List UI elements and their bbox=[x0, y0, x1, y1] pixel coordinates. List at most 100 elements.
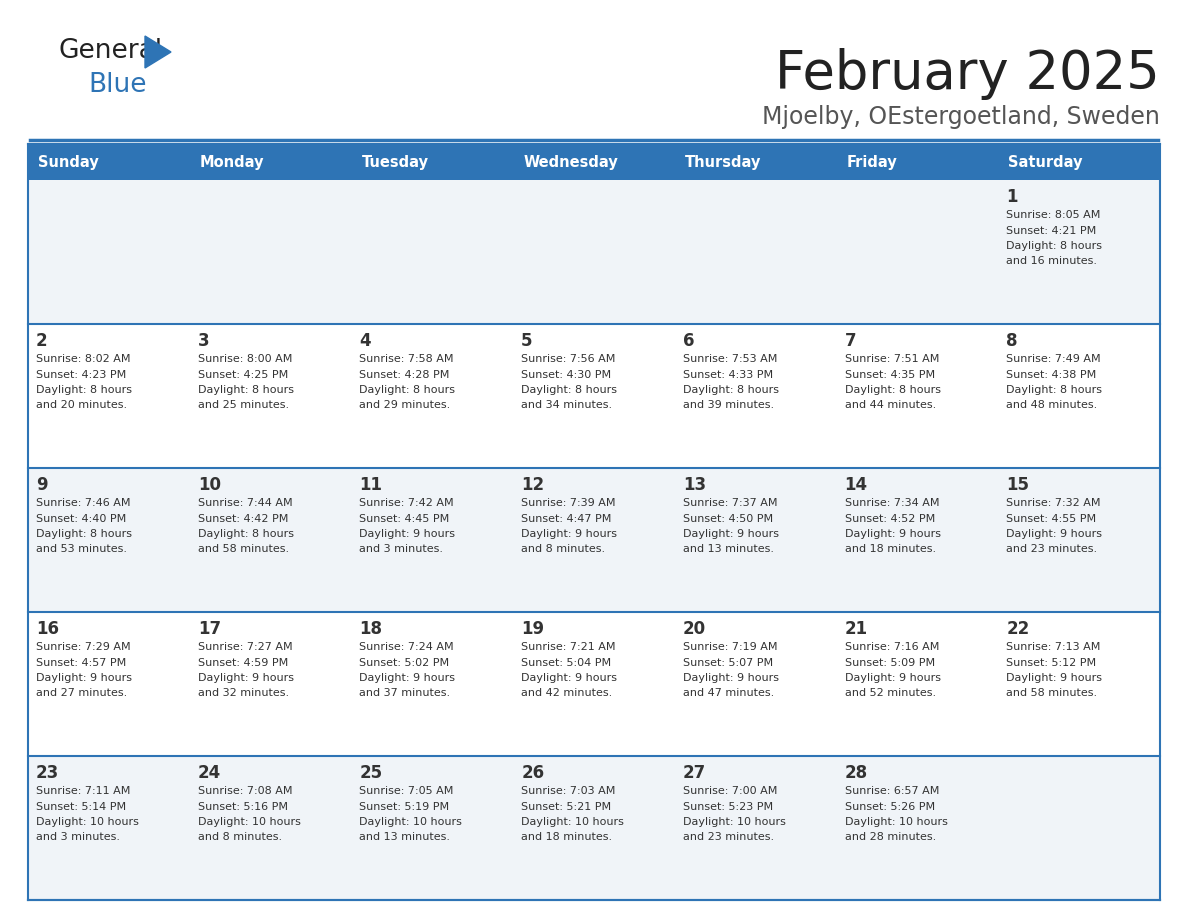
Text: Sunset: 4:23 PM: Sunset: 4:23 PM bbox=[36, 370, 126, 379]
Text: Sunset: 5:21 PM: Sunset: 5:21 PM bbox=[522, 801, 612, 812]
Text: Sunrise: 7:16 AM: Sunrise: 7:16 AM bbox=[845, 642, 939, 652]
Text: Sunrise: 7:19 AM: Sunrise: 7:19 AM bbox=[683, 642, 777, 652]
Text: Sunset: 4:30 PM: Sunset: 4:30 PM bbox=[522, 370, 612, 379]
Text: and 28 minutes.: and 28 minutes. bbox=[845, 833, 936, 843]
Bar bbox=[190, 180, 352, 324]
Text: Mjoelby, OEstergoetland, Sweden: Mjoelby, OEstergoetland, Sweden bbox=[763, 105, 1159, 129]
Text: Daylight: 9 hours: Daylight: 9 hours bbox=[683, 529, 779, 539]
Text: Sunset: 5:12 PM: Sunset: 5:12 PM bbox=[1006, 657, 1097, 667]
Bar bbox=[998, 756, 1159, 900]
Text: Daylight: 9 hours: Daylight: 9 hours bbox=[1006, 529, 1102, 539]
Text: 24: 24 bbox=[197, 764, 221, 782]
Text: Blue: Blue bbox=[88, 72, 146, 98]
Text: Sunset: 5:04 PM: Sunset: 5:04 PM bbox=[522, 657, 612, 667]
Text: Sunrise: 7:44 AM: Sunrise: 7:44 AM bbox=[197, 498, 292, 508]
Text: Sunset: 5:02 PM: Sunset: 5:02 PM bbox=[360, 657, 449, 667]
Text: Sunset: 4:47 PM: Sunset: 4:47 PM bbox=[522, 513, 612, 523]
Bar bbox=[352, 612, 513, 756]
Bar bbox=[675, 324, 836, 468]
Text: and 23 minutes.: and 23 minutes. bbox=[683, 833, 775, 843]
Text: Daylight: 9 hours: Daylight: 9 hours bbox=[845, 673, 941, 683]
Text: February 2025: February 2025 bbox=[776, 48, 1159, 100]
Bar bbox=[190, 144, 352, 180]
Text: Sunrise: 8:05 AM: Sunrise: 8:05 AM bbox=[1006, 210, 1100, 220]
Text: Sunset: 4:52 PM: Sunset: 4:52 PM bbox=[845, 513, 935, 523]
Bar bbox=[513, 144, 675, 180]
Text: 25: 25 bbox=[360, 764, 383, 782]
Text: and 42 minutes.: and 42 minutes. bbox=[522, 688, 612, 699]
Bar bbox=[675, 468, 836, 612]
Bar bbox=[29, 180, 190, 324]
Text: and 39 minutes.: and 39 minutes. bbox=[683, 400, 775, 410]
Text: Sunrise: 7:08 AM: Sunrise: 7:08 AM bbox=[197, 786, 292, 796]
Text: Sunrise: 7:29 AM: Sunrise: 7:29 AM bbox=[36, 642, 131, 652]
Text: 8: 8 bbox=[1006, 332, 1018, 350]
Text: Wednesday: Wednesday bbox=[523, 154, 618, 170]
Text: and 29 minutes.: and 29 minutes. bbox=[360, 400, 450, 410]
Text: Thursday: Thursday bbox=[684, 154, 762, 170]
Text: Sunrise: 7:51 AM: Sunrise: 7:51 AM bbox=[845, 354, 939, 364]
Text: and 52 minutes.: and 52 minutes. bbox=[845, 688, 936, 699]
Text: Daylight: 9 hours: Daylight: 9 hours bbox=[845, 529, 941, 539]
Text: 23: 23 bbox=[36, 764, 59, 782]
Text: and 3 minutes.: and 3 minutes. bbox=[36, 833, 120, 843]
Text: 18: 18 bbox=[360, 620, 383, 638]
Text: Sunset: 5:23 PM: Sunset: 5:23 PM bbox=[683, 801, 773, 812]
Text: and 18 minutes.: and 18 minutes. bbox=[845, 544, 936, 554]
Text: 14: 14 bbox=[845, 476, 867, 494]
Bar bbox=[836, 180, 998, 324]
Text: Tuesday: Tuesday bbox=[361, 154, 429, 170]
Text: 9: 9 bbox=[36, 476, 48, 494]
Text: Sunrise: 7:21 AM: Sunrise: 7:21 AM bbox=[522, 642, 615, 652]
Text: and 18 minutes.: and 18 minutes. bbox=[522, 833, 612, 843]
Bar bbox=[29, 756, 190, 900]
Bar bbox=[998, 324, 1159, 468]
Text: 27: 27 bbox=[683, 764, 706, 782]
Polygon shape bbox=[145, 36, 171, 68]
Text: Sunrise: 7:58 AM: Sunrise: 7:58 AM bbox=[360, 354, 454, 364]
Text: Friday: Friday bbox=[847, 154, 897, 170]
Text: Sunrise: 7:27 AM: Sunrise: 7:27 AM bbox=[197, 642, 292, 652]
Text: Sunday: Sunday bbox=[38, 154, 99, 170]
Text: 17: 17 bbox=[197, 620, 221, 638]
Text: and 34 minutes.: and 34 minutes. bbox=[522, 400, 612, 410]
Text: and 13 minutes.: and 13 minutes. bbox=[360, 833, 450, 843]
Text: Sunrise: 8:00 AM: Sunrise: 8:00 AM bbox=[197, 354, 292, 364]
Text: Daylight: 10 hours: Daylight: 10 hours bbox=[197, 817, 301, 827]
Text: 3: 3 bbox=[197, 332, 209, 350]
Text: Sunset: 5:09 PM: Sunset: 5:09 PM bbox=[845, 657, 935, 667]
Text: Sunset: 4:21 PM: Sunset: 4:21 PM bbox=[1006, 226, 1097, 236]
Text: Daylight: 9 hours: Daylight: 9 hours bbox=[360, 529, 455, 539]
Text: and 48 minutes.: and 48 minutes. bbox=[1006, 400, 1098, 410]
Text: Sunrise: 7:32 AM: Sunrise: 7:32 AM bbox=[1006, 498, 1101, 508]
Bar bbox=[352, 144, 513, 180]
Text: 10: 10 bbox=[197, 476, 221, 494]
Text: and 13 minutes.: and 13 minutes. bbox=[683, 544, 773, 554]
Text: Sunrise: 7:34 AM: Sunrise: 7:34 AM bbox=[845, 498, 939, 508]
Text: Daylight: 8 hours: Daylight: 8 hours bbox=[1006, 385, 1102, 395]
Text: Sunset: 5:19 PM: Sunset: 5:19 PM bbox=[360, 801, 449, 812]
Text: Daylight: 9 hours: Daylight: 9 hours bbox=[197, 673, 293, 683]
Text: and 23 minutes.: and 23 minutes. bbox=[1006, 544, 1098, 554]
Bar bbox=[190, 612, 352, 756]
Text: Sunrise: 7:00 AM: Sunrise: 7:00 AM bbox=[683, 786, 777, 796]
Text: 20: 20 bbox=[683, 620, 706, 638]
Text: General: General bbox=[58, 38, 162, 64]
Text: 13: 13 bbox=[683, 476, 706, 494]
Text: Sunrise: 7:24 AM: Sunrise: 7:24 AM bbox=[360, 642, 454, 652]
Text: 2: 2 bbox=[36, 332, 48, 350]
Text: Sunrise: 7:37 AM: Sunrise: 7:37 AM bbox=[683, 498, 777, 508]
Bar bbox=[190, 468, 352, 612]
Bar bbox=[513, 180, 675, 324]
Text: 1: 1 bbox=[1006, 188, 1018, 206]
Bar bbox=[836, 612, 998, 756]
Text: Sunrise: 7:11 AM: Sunrise: 7:11 AM bbox=[36, 786, 131, 796]
Text: Sunset: 5:07 PM: Sunset: 5:07 PM bbox=[683, 657, 773, 667]
Text: Daylight: 8 hours: Daylight: 8 hours bbox=[36, 385, 132, 395]
Text: and 25 minutes.: and 25 minutes. bbox=[197, 400, 289, 410]
Bar bbox=[998, 180, 1159, 324]
Text: Sunrise: 7:42 AM: Sunrise: 7:42 AM bbox=[360, 498, 454, 508]
Text: Daylight: 10 hours: Daylight: 10 hours bbox=[683, 817, 785, 827]
Text: and 58 minutes.: and 58 minutes. bbox=[1006, 688, 1098, 699]
Text: Daylight: 10 hours: Daylight: 10 hours bbox=[36, 817, 139, 827]
